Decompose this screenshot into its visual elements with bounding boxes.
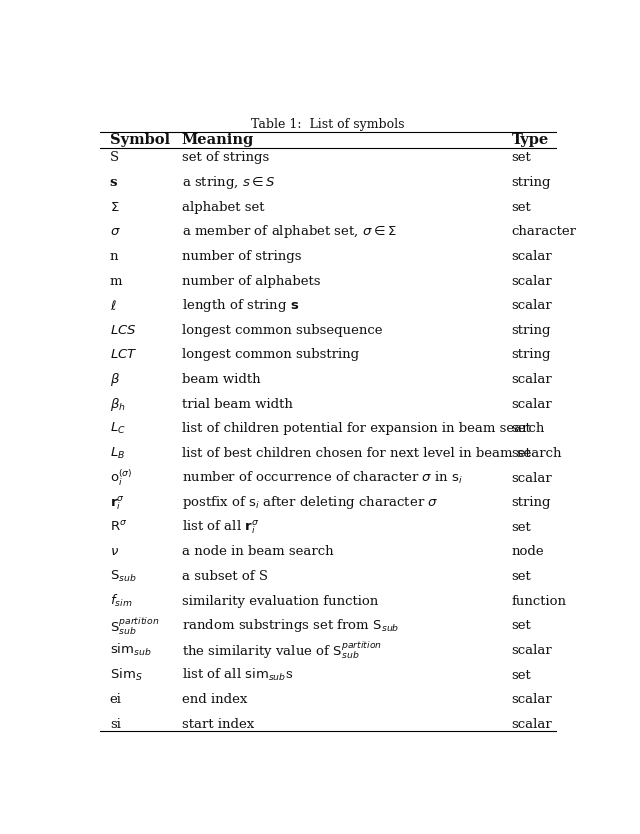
Text: $L_C$: $L_C$	[110, 421, 125, 436]
Text: $f_{sim}$: $f_{sim}$	[110, 593, 132, 609]
Text: length of string $\mathbf{s}$: length of string $\mathbf{s}$	[182, 297, 299, 314]
Text: beam width: beam width	[182, 373, 260, 386]
Text: set: set	[511, 620, 531, 632]
Text: $L_B$: $L_B$	[110, 446, 125, 461]
Text: scalar: scalar	[511, 299, 552, 312]
Text: number of occurrence of character $\sigma$ in $\mathrm{s}_i$: number of occurrence of character $\sigm…	[182, 470, 463, 486]
Text: character: character	[511, 225, 577, 239]
Text: scalar: scalar	[511, 471, 552, 485]
Text: end index: end index	[182, 693, 247, 706]
Text: s: s	[110, 176, 117, 189]
Text: $\sigma$: $\sigma$	[110, 225, 120, 239]
Text: string: string	[511, 176, 551, 189]
Text: set: set	[511, 570, 531, 583]
Text: Type: Type	[511, 133, 548, 147]
Text: list of children potential for expansion in beam search: list of children potential for expansion…	[182, 422, 544, 435]
Text: si: si	[110, 718, 120, 731]
Text: $\beta_h$: $\beta_h$	[110, 395, 125, 413]
Text: $\ell$: $\ell$	[110, 299, 116, 313]
Text: $\mathrm{S}_{sub}^{partition}$: $\mathrm{S}_{sub}^{partition}$	[110, 615, 159, 636]
Text: m: m	[110, 274, 122, 288]
Text: set: set	[511, 422, 531, 435]
Text: scalar: scalar	[511, 718, 552, 731]
Text: set: set	[511, 520, 531, 534]
Text: a subset of S: a subset of S	[182, 570, 268, 583]
Text: scalar: scalar	[511, 398, 552, 410]
Text: longest common subsequence: longest common subsequence	[182, 324, 382, 337]
Text: postfix of $\mathrm{s}_i$ after deleting character $\sigma$: postfix of $\mathrm{s}_i$ after deleting…	[182, 494, 438, 511]
Text: string: string	[511, 496, 551, 509]
Text: $LCT$: $LCT$	[110, 349, 138, 361]
Text: set: set	[511, 152, 531, 164]
Text: $\nu$: $\nu$	[110, 545, 119, 559]
Text: longest common substring: longest common substring	[182, 349, 359, 361]
Text: $\mathrm{sim}_{sub}$: $\mathrm{sim}_{sub}$	[110, 642, 152, 659]
Text: a member of alphabet set, $\sigma \in \Sigma$: a member of alphabet set, $\sigma \in \S…	[182, 224, 397, 240]
Text: similarity evaluation function: similarity evaluation function	[182, 595, 378, 608]
Text: S: S	[110, 152, 119, 164]
Text: start index: start index	[182, 718, 254, 731]
Text: $\mathbf{r}_i^\sigma$: $\mathbf{r}_i^\sigma$	[110, 494, 125, 511]
Text: scalar: scalar	[511, 274, 552, 288]
Text: alphabet set: alphabet set	[182, 201, 264, 214]
Text: set of strings: set of strings	[182, 152, 269, 164]
Text: node: node	[511, 545, 544, 559]
Text: Meaning: Meaning	[182, 133, 254, 147]
Text: n: n	[110, 250, 118, 263]
Text: set: set	[511, 669, 531, 681]
Text: $LCS$: $LCS$	[110, 324, 136, 337]
Text: scalar: scalar	[511, 250, 552, 263]
Text: set: set	[511, 447, 531, 460]
Text: set: set	[511, 201, 531, 214]
Text: random substrings set from $\mathrm{S}_{sub}$: random substrings set from $\mathrm{S}_{…	[182, 617, 399, 635]
Text: scalar: scalar	[511, 644, 552, 657]
Text: number of alphabets: number of alphabets	[182, 274, 320, 288]
Text: scalar: scalar	[511, 693, 552, 706]
Text: Symbol: Symbol	[110, 133, 170, 147]
Text: a string, $s \in S$: a string, $s \in S$	[182, 174, 275, 191]
Text: $\mathrm{S}_{sub}$: $\mathrm{S}_{sub}$	[110, 569, 136, 584]
Text: $\beta$: $\beta$	[110, 371, 120, 388]
Text: the similarity value of $\mathrm{S}_{sub}^{partition}$: the similarity value of $\mathrm{S}_{sub…	[182, 640, 381, 661]
Text: ei: ei	[110, 693, 122, 706]
Text: list of best children chosen for next level in beam search: list of best children chosen for next le…	[182, 447, 561, 460]
Text: function: function	[511, 595, 566, 608]
Text: list of all $\mathrm{sim}_{sub}$s: list of all $\mathrm{sim}_{sub}$s	[182, 667, 293, 683]
Text: $\mathrm{R}^\sigma$: $\mathrm{R}^\sigma$	[110, 520, 127, 535]
Text: $\mathrm{o}_i^{(\sigma)}$: $\mathrm{o}_i^{(\sigma)}$	[110, 468, 132, 488]
Text: scalar: scalar	[511, 373, 552, 386]
Text: a node in beam search: a node in beam search	[182, 545, 333, 559]
Text: number of strings: number of strings	[182, 250, 301, 263]
Text: $\Sigma$: $\Sigma$	[110, 201, 119, 214]
Text: trial beam width: trial beam width	[182, 398, 292, 410]
Text: $\mathrm{Sim}_S$: $\mathrm{Sim}_S$	[110, 667, 143, 683]
Text: Table 1:  List of symbols: Table 1: List of symbols	[252, 118, 404, 131]
Text: list of all $\mathbf{r}_i^\sigma$: list of all $\mathbf{r}_i^\sigma$	[182, 519, 259, 536]
Text: string: string	[511, 324, 551, 337]
Text: string: string	[511, 349, 551, 361]
